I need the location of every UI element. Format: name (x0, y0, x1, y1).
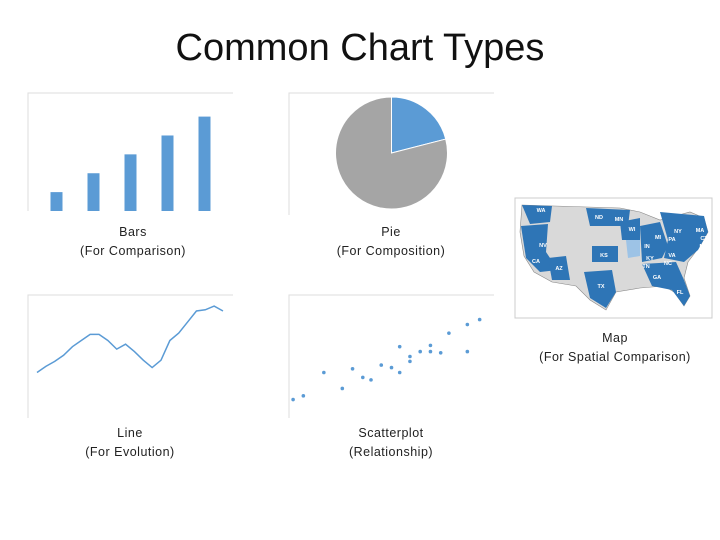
scatter-point (408, 354, 412, 359)
pie-slice (335, 96, 448, 210)
slide-title: Common Chart Types (176, 27, 545, 69)
chart-frame (27, 92, 233, 211)
map-label: MN (615, 217, 624, 223)
chart-frame (288, 294, 494, 418)
scatter-point (428, 343, 433, 348)
map-state (626, 240, 640, 258)
scatter-point (408, 359, 412, 364)
map-label: MD (699, 251, 708, 257)
bar (87, 173, 100, 211)
scatter-point (301, 394, 306, 398)
map-label: VA (668, 253, 675, 259)
chart-caption: Scatterplot (358, 426, 423, 440)
scatter-point (397, 344, 402, 349)
us-map (514, 197, 713, 319)
map-label: KY (646, 256, 654, 262)
map-label: FL (677, 290, 684, 296)
map-label: NC (664, 261, 672, 267)
scatter-point (340, 386, 345, 391)
scatter-point (477, 317, 482, 322)
map-label: GA (653, 275, 661, 281)
map-label: ND (595, 215, 603, 221)
map-state (548, 256, 570, 280)
map-state (660, 212, 708, 262)
chart-caption: Bars (119, 225, 147, 239)
scatter-point (350, 367, 355, 371)
scatter-point (361, 375, 365, 380)
map-state (620, 218, 640, 240)
pie-slice (391, 96, 447, 154)
map-caption: Map (602, 331, 628, 345)
scatter-point (389, 365, 394, 370)
map-caption: (For Spatial Comparison) (539, 350, 691, 364)
line (36, 305, 224, 374)
map-state (640, 222, 668, 262)
chart-caption: Pie (381, 225, 401, 239)
map-label: MA (696, 228, 705, 234)
scatter-point (369, 378, 373, 382)
scatter-point (418, 349, 423, 354)
map-label: CA (532, 259, 540, 265)
map-label: MI (655, 235, 662, 241)
scatter-point (397, 370, 402, 375)
scatter-point (379, 363, 384, 367)
map-label: WA (537, 208, 546, 214)
map-state (592, 246, 618, 262)
map-label: PA (668, 237, 675, 243)
map-state (522, 205, 552, 224)
map-label: TN (642, 264, 649, 270)
scatter-point (465, 322, 470, 327)
bar (124, 154, 137, 211)
scatter-point (322, 370, 326, 375)
scatter-point (438, 351, 443, 355)
map-state (584, 270, 616, 308)
map-state (586, 208, 630, 226)
chart-caption: (For Evolution) (85, 445, 174, 459)
chart-caption: (For Comparison) (80, 244, 186, 258)
scatter-point (447, 331, 451, 335)
chart-caption: (Relationship) (349, 445, 433, 459)
bar (161, 135, 174, 211)
chart-caption: Line (117, 426, 143, 440)
chart-caption: (For Composition) (337, 244, 446, 258)
scatter-point (428, 349, 433, 354)
map-label: CT (700, 236, 708, 242)
map-label: IN (644, 244, 650, 250)
map-state (642, 262, 690, 306)
bar (50, 192, 63, 211)
map-label: NV (539, 243, 547, 249)
map-label: KS (600, 253, 608, 259)
map-label: TX (597, 284, 604, 290)
map-label: NY (674, 229, 682, 235)
bar (198, 116, 211, 211)
chart-frame (27, 294, 233, 418)
map-label: NJ (699, 244, 706, 250)
chart-frame (288, 92, 494, 215)
scatter-point (465, 349, 470, 354)
scatter-point (291, 397, 295, 402)
map-label: AZ (555, 266, 563, 272)
map-label: WI (629, 227, 636, 233)
